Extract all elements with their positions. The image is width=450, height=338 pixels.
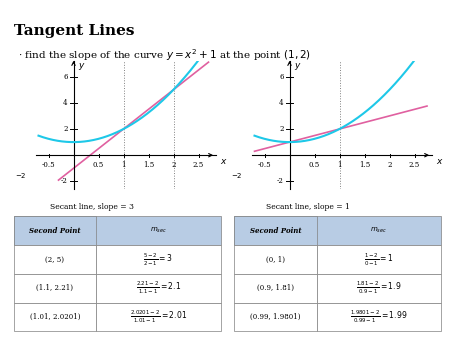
Bar bbox=[96, 274, 220, 303]
Text: $\frac{1.81-2}{0.9-1}=1.9$: $\frac{1.81-2}{0.9-1}=1.9$ bbox=[356, 280, 402, 296]
Text: Second Point: Second Point bbox=[250, 227, 301, 235]
Text: (2, 5): (2, 5) bbox=[45, 256, 64, 263]
Bar bbox=[14, 245, 96, 274]
Text: $\frac{1.9801-2}{0.99-1}=1.99$: $\frac{1.9801-2}{0.99-1}=1.99$ bbox=[350, 309, 408, 325]
Text: $m_{sec}$: $m_{sec}$ bbox=[150, 226, 167, 235]
Bar bbox=[14, 216, 220, 245]
Bar bbox=[14, 274, 96, 303]
Text: 1: 1 bbox=[121, 161, 126, 169]
Text: 4: 4 bbox=[279, 99, 284, 107]
Text: (1.1, 2.21): (1.1, 2.21) bbox=[36, 284, 73, 292]
Text: (0.9, 1.81): (0.9, 1.81) bbox=[257, 284, 294, 292]
Bar bbox=[317, 303, 441, 331]
Bar bbox=[234, 274, 317, 303]
Bar bbox=[317, 245, 441, 274]
Bar bbox=[96, 303, 220, 331]
Bar bbox=[234, 216, 317, 245]
Text: (0.99, 1.9801): (0.99, 1.9801) bbox=[250, 313, 301, 321]
Text: $x$: $x$ bbox=[436, 157, 444, 166]
Text: 6: 6 bbox=[63, 73, 68, 80]
Text: -2: -2 bbox=[61, 177, 68, 186]
Text: Tangent Lines: Tangent Lines bbox=[14, 24, 134, 38]
Text: · find the slope of the curve $y = x^2 + 1$ at the point $(1, 2)$: · find the slope of the curve $y = x^2 +… bbox=[18, 47, 311, 63]
Text: 0.5: 0.5 bbox=[93, 161, 104, 169]
Text: -0.5: -0.5 bbox=[42, 161, 55, 169]
Text: $\frac{1-2}{0-1}=1$: $\frac{1-2}{0-1}=1$ bbox=[364, 251, 394, 267]
Text: 4: 4 bbox=[63, 99, 68, 107]
Bar bbox=[234, 303, 317, 331]
Text: $-2$: $-2$ bbox=[15, 171, 27, 180]
Text: $\frac{2.21-2}{1.1-1}=2.1$: $\frac{2.21-2}{1.1-1}=2.1$ bbox=[136, 280, 181, 296]
Bar bbox=[234, 245, 317, 274]
Text: $\frac{5-2}{2-1}=3$: $\frac{5-2}{2-1}=3$ bbox=[144, 251, 173, 267]
Text: -2: -2 bbox=[277, 177, 284, 186]
Text: 1: 1 bbox=[337, 161, 342, 169]
Text: 2: 2 bbox=[63, 125, 68, 133]
Text: 6: 6 bbox=[279, 73, 284, 80]
Bar bbox=[14, 303, 96, 331]
Text: (0, 1): (0, 1) bbox=[266, 256, 285, 263]
Bar bbox=[14, 216, 96, 245]
Text: -0.5: -0.5 bbox=[258, 161, 271, 169]
Text: 1.5: 1.5 bbox=[359, 161, 370, 169]
Text: 2: 2 bbox=[279, 125, 284, 133]
Bar bbox=[317, 274, 441, 303]
Text: $y$: $y$ bbox=[293, 62, 301, 72]
Bar bbox=[234, 216, 441, 245]
Text: $-2$: $-2$ bbox=[231, 171, 243, 180]
Text: (1.01, 2.0201): (1.01, 2.0201) bbox=[30, 313, 80, 321]
Text: 2.5: 2.5 bbox=[409, 161, 420, 169]
Text: 2: 2 bbox=[171, 161, 176, 169]
Text: 2: 2 bbox=[387, 161, 392, 169]
Text: $x$: $x$ bbox=[220, 157, 228, 166]
Text: $m_{sec}$: $m_{sec}$ bbox=[370, 226, 387, 235]
Text: 0.5: 0.5 bbox=[309, 161, 320, 169]
Text: $y$: $y$ bbox=[77, 62, 85, 72]
Bar bbox=[96, 245, 220, 274]
Text: 2.5: 2.5 bbox=[193, 161, 204, 169]
Text: 1.5: 1.5 bbox=[143, 161, 154, 169]
Text: Secant line, slope = 1: Secant line, slope = 1 bbox=[266, 203, 349, 211]
Text: Second Point: Second Point bbox=[29, 227, 81, 235]
Text: Secant line, slope = 3: Secant line, slope = 3 bbox=[50, 203, 134, 211]
Text: $\frac{2.0201-2}{1.01-1}=2.01$: $\frac{2.0201-2}{1.01-1}=2.01$ bbox=[130, 309, 187, 325]
